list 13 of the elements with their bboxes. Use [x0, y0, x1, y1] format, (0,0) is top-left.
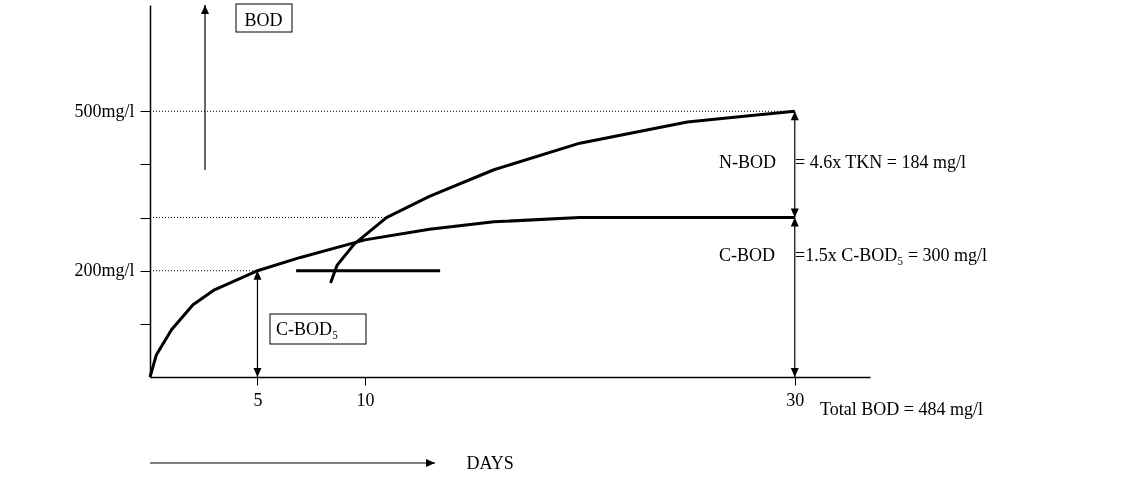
y-tick-label: 200mg/l — [74, 260, 135, 281]
x-tick-label: 10 — [356, 389, 375, 410]
x-tick-label: 30 — [786, 389, 805, 410]
y-axis-title: BOD — [244, 9, 283, 30]
x-tick-label: 5 — [253, 389, 263, 410]
x-axis-title: DAYS — [466, 452, 514, 473]
annotation: =1.5x C-BOD₅ = 300 mg/l — [795, 245, 988, 265]
y-tick-label: 500mg/l — [74, 100, 135, 121]
annotation: = 4.6x TKN = 184 mg/l — [795, 152, 966, 172]
annotation: C-BOD₅ — [276, 319, 339, 339]
annotation: N-BOD — [719, 152, 776, 172]
annotation: C-BOD — [719, 245, 776, 265]
text: Total BOD = 484 mg/l — [820, 399, 983, 419]
